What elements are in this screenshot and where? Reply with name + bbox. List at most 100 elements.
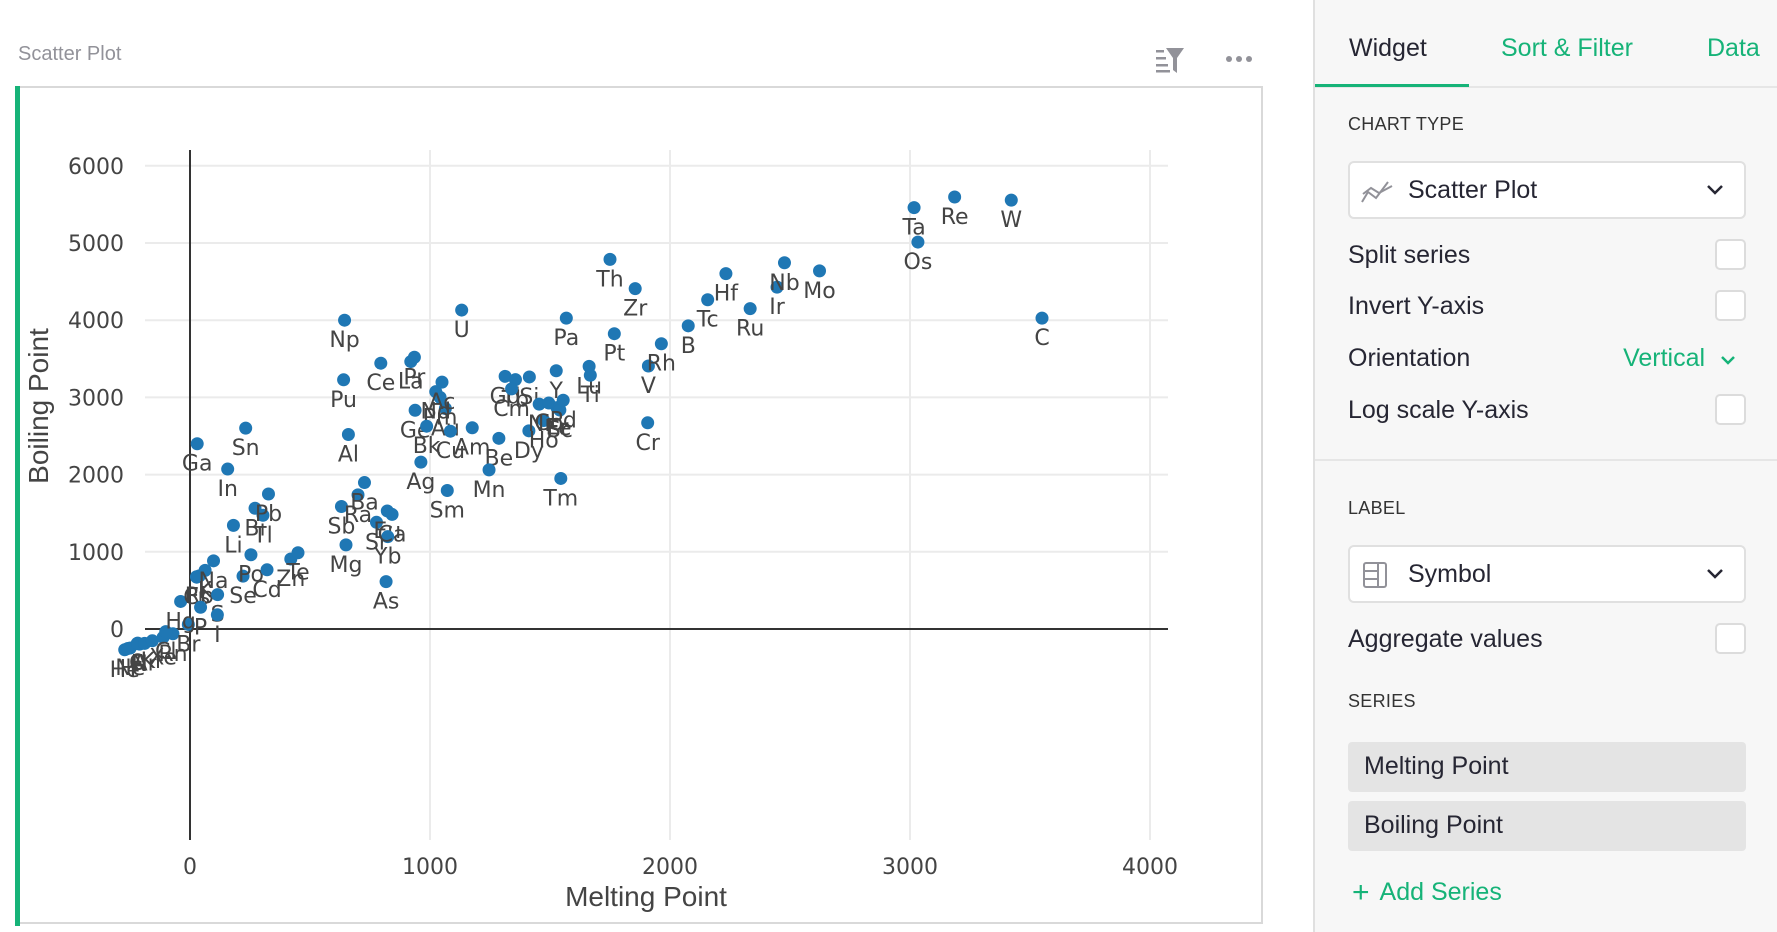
data-point[interactable]: Ar	[133, 636, 158, 677]
data-point[interactable]: K	[198, 563, 213, 604]
log-scale-label: Log scale Y-axis	[1348, 396, 1529, 424]
data-point[interactable]: Tm	[542, 471, 578, 512]
data-point[interactable]: Li	[224, 518, 243, 559]
data-point[interactable]: P	[194, 600, 207, 641]
data-point[interactable]: Hg	[165, 594, 196, 635]
data-point[interactable]: Cl	[155, 625, 177, 665]
data-point[interactable]: Se	[229, 569, 257, 610]
point-label: Pt	[603, 342, 625, 367]
data-point[interactable]: Al	[338, 428, 359, 468]
data-point[interactable]: B	[681, 319, 696, 359]
data-point[interactable]: Pa	[553, 311, 579, 352]
data-point[interactable]: Sn	[232, 421, 260, 462]
split-series-checkbox[interactable]	[1715, 239, 1746, 270]
sort-filter-icon[interactable]	[1154, 46, 1186, 74]
more-options-icon[interactable]	[1224, 52, 1254, 66]
data-point[interactable]: Ho	[529, 414, 559, 454]
data-point[interactable]: Ba	[350, 476, 379, 516]
point-label: Kr	[141, 649, 165, 674]
data-point[interactable]: Te	[285, 546, 310, 586]
data-point[interactable]: Rn	[158, 627, 188, 667]
data-point[interactable]: Ru	[736, 302, 764, 342]
data-point[interactable]: Mo	[803, 264, 836, 304]
data-point[interactable]: Pu	[330, 373, 357, 413]
point-label: Se	[229, 584, 257, 609]
data-point[interactable]: Ra	[344, 488, 372, 528]
data-point[interactable]: Am	[454, 421, 490, 461]
point-label: Am	[454, 436, 490, 461]
data-point[interactable]: Nb	[769, 256, 800, 296]
data-point[interactable]: In	[217, 462, 238, 503]
data-points: HeNeHNFOArKrXeRnClBrHgCsFrRbKNaPSISeLiPo…	[110, 190, 1050, 683]
data-point[interactable]: Br	[176, 617, 201, 658]
label-column-select[interactable]: Symbol	[1348, 545, 1746, 603]
data-point[interactable]: Ta	[901, 201, 926, 241]
data-point[interactable]: Kr	[141, 634, 165, 674]
data-point[interactable]: Ga	[182, 437, 213, 477]
data-point[interactable]: W	[1000, 193, 1022, 234]
data-point[interactable]: Na	[199, 554, 229, 594]
chart-type-select[interactable]: Scatter Plot	[1348, 161, 1746, 219]
data-point[interactable]: Ir	[769, 280, 786, 321]
data-point[interactable]: Bk	[413, 419, 441, 460]
data-point[interactable]: C	[1034, 311, 1050, 352]
data-point[interactable]: Pt	[603, 327, 626, 367]
data-point[interactable]: Os	[904, 235, 933, 276]
data-point[interactable]: Ti	[580, 368, 600, 409]
data-point[interactable]: V	[641, 359, 656, 399]
data-point[interactable]: Rh	[647, 337, 676, 377]
data-point[interactable]: Pd	[550, 393, 577, 434]
point-label: U	[454, 318, 470, 343]
point-label: Tc	[696, 308, 719, 333]
data-point[interactable]: Sc	[547, 403, 573, 444]
data-point[interactable]: Ni	[528, 397, 551, 438]
aggregate-checkbox[interactable]	[1715, 623, 1746, 654]
data-point[interactable]: Pb	[255, 487, 282, 527]
data-point[interactable]: Re	[941, 190, 969, 230]
data-point[interactable]: As	[373, 575, 400, 615]
data-point[interactable]: Pr	[403, 350, 426, 391]
data-point[interactable]: Cm	[493, 382, 530, 422]
data-point[interactable]: I	[210, 608, 224, 648]
data-point[interactable]: Zr	[623, 282, 648, 322]
data-point[interactable]: Ag	[406, 455, 435, 496]
data-point[interactable]: Sm	[430, 484, 465, 524]
data-point[interactable]: Ca	[378, 507, 407, 548]
data-point[interactable]: Mn	[473, 463, 506, 503]
data-point[interactable]: Np	[329, 313, 360, 354]
data-point[interactable]: Ce	[366, 356, 395, 397]
invert-y-checkbox[interactable]	[1715, 290, 1746, 321]
tab-data[interactable]: Data	[1707, 34, 1760, 62]
point-label: B	[681, 334, 696, 359]
data-point[interactable]: Hf	[714, 267, 740, 307]
series-item-boiling-point[interactable]: Boiling Point	[1348, 801, 1746, 851]
point-label: Sm	[430, 499, 465, 524]
add-series-button[interactable]: + Add Series	[1352, 874, 1502, 909]
data-point[interactable]: Cr	[635, 416, 661, 456]
data-point[interactable]: Th	[595, 252, 624, 293]
tab-widget[interactable]: Widget	[1349, 34, 1427, 62]
point-label: As	[373, 590, 400, 615]
data-point[interactable]: Mg	[330, 538, 363, 578]
data-point[interactable]: La	[398, 355, 424, 395]
data-point[interactable]: Cu	[436, 424, 465, 465]
data-point[interactable]: Po	[238, 548, 264, 588]
log-scale-checkbox[interactable]	[1715, 394, 1746, 425]
scatter-plot[interactable]: HeNeHNFOArKrXeRnClBrHgCsFrRbKNaPSISeLiPo…	[0, 0, 1313, 932]
data-point[interactable]: Tc	[696, 293, 719, 333]
data-point[interactable]: Sb	[327, 499, 355, 539]
data-point[interactable]: Dy	[514, 424, 544, 464]
series-item-melting-point[interactable]: Melting Point	[1348, 742, 1746, 792]
tab-sort-filter[interactable]: Sort & Filter	[1501, 34, 1633, 62]
data-point[interactable]: Cd	[252, 563, 282, 603]
point-label: Hg	[165, 609, 196, 634]
orientation-select[interactable]: Vertical	[1623, 344, 1736, 373]
point-label: Cu	[436, 439, 465, 464]
data-point[interactable]: Yb	[373, 530, 401, 570]
data-point[interactable]: Tl	[252, 508, 273, 549]
chart-card	[15, 86, 1263, 924]
data-point[interactable]: S	[211, 588, 225, 628]
point-label: Np	[329, 328, 359, 353]
data-point[interactable]: Ac	[429, 375, 456, 416]
data-point[interactable]: U	[454, 303, 470, 344]
